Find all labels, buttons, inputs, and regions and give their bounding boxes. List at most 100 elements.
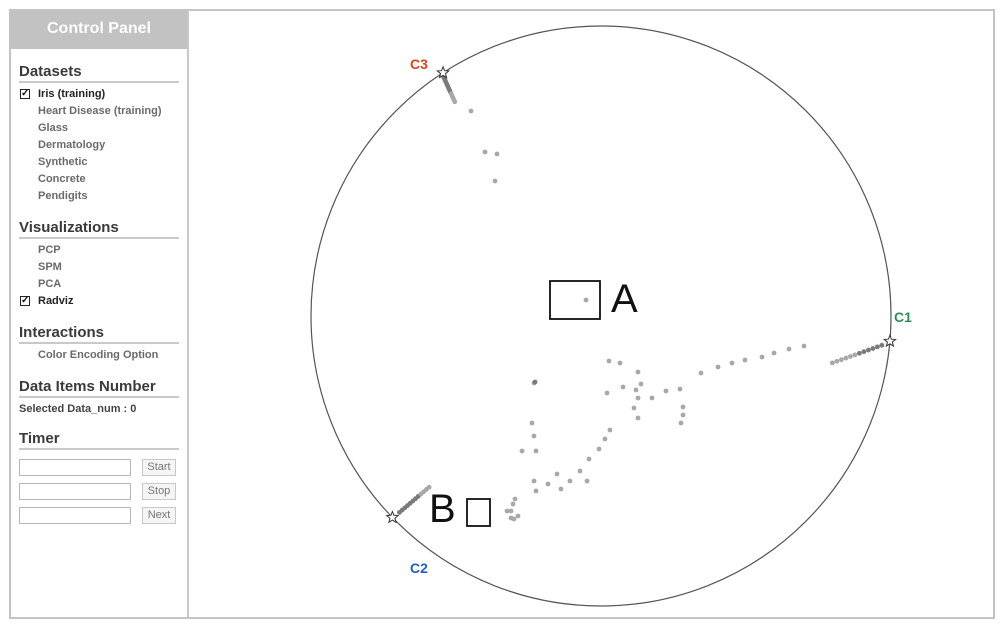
data-point <box>596 446 602 452</box>
annotation-label-b: B <box>429 487 456 531</box>
panel-title: Control Panel <box>11 11 187 49</box>
data-point <box>586 456 592 462</box>
anchor-label-c2: C2 <box>410 560 428 576</box>
data-point <box>759 354 765 360</box>
data-point <box>663 388 669 394</box>
anchor-c1[interactable]: C1 <box>882 309 912 348</box>
data-point <box>680 412 686 418</box>
data-point <box>847 354 853 359</box>
data-point <box>677 386 683 392</box>
stop-button[interactable]: Stop <box>142 483 176 500</box>
data-point <box>531 433 537 439</box>
data-point <box>545 481 551 487</box>
data-point <box>678 420 684 426</box>
data-point <box>533 488 539 494</box>
data-point <box>504 508 510 514</box>
data-point <box>635 369 641 375</box>
radviz-plot[interactable]: A B C1 C2 C3 <box>189 11 993 617</box>
timer-stop-input[interactable] <box>19 483 131 500</box>
data-point <box>771 350 777 356</box>
timer-next-input[interactable] <box>19 507 131 524</box>
data-point <box>510 501 516 507</box>
data-point <box>583 297 589 303</box>
visualizations-section: Visualizations PCP SPM PCA ✓ Radviz <box>19 219 179 310</box>
dataset-option-synthetic[interactable]: Synthetic <box>38 156 88 168</box>
selected-data-count: Selected Data_num : 0 <box>19 403 137 415</box>
data-point <box>635 395 641 401</box>
annotation-label-a: A <box>611 277 638 321</box>
data-point <box>607 427 613 433</box>
dataset-option-concrete[interactable]: Concrete <box>38 173 86 185</box>
data-point <box>604 390 610 396</box>
next-button[interactable]: Next <box>142 507 176 524</box>
data-point <box>529 420 535 426</box>
data-point <box>838 357 844 363</box>
data-items-header: Data Items Number <box>19 378 179 398</box>
visualizations-header: Visualizations <box>19 219 179 239</box>
viz-option-spm[interactable]: SPM <box>38 261 62 273</box>
data-point <box>852 352 858 358</box>
checkbox-checked-icon[interactable]: ✓ <box>20 295 30 306</box>
data-point <box>511 516 517 522</box>
data-point <box>638 381 644 387</box>
anchor-star-c1-icon[interactable] <box>882 333 897 348</box>
timer-header: Timer <box>19 430 179 450</box>
dataset-option-pendigits[interactable]: Pendigits <box>38 190 88 202</box>
data-items-section: Data Items Number Selected Data_num : 0 <box>19 378 179 415</box>
data-point <box>635 415 641 421</box>
checkbox-checked-icon[interactable]: ✓ <box>20 88 30 99</box>
data-point <box>843 355 849 361</box>
radviz-points <box>396 73 885 522</box>
data-point <box>729 360 735 366</box>
data-point <box>554 471 560 477</box>
annotation-a: A <box>549 277 638 321</box>
start-button[interactable]: Start <box>142 459 176 476</box>
data-point <box>829 360 835 366</box>
app-frame: Control Panel Datasets ✓ Iris (training) … <box>9 9 995 619</box>
anchor-star-c3-icon[interactable] <box>435 65 451 79</box>
data-point <box>468 108 474 114</box>
timer-row-stop: Stop <box>19 483 179 507</box>
control-panel: Control Panel Datasets ✓ Iris (training) … <box>11 11 189 617</box>
data-point <box>680 404 686 410</box>
data-point <box>698 370 704 376</box>
data-point <box>874 344 880 350</box>
data-point <box>834 358 840 364</box>
dataset-option-heart-disease[interactable]: Heart Disease (training) <box>38 105 162 117</box>
annotation-box-a <box>549 280 601 320</box>
anchor-c3[interactable]: C3 <box>410 56 451 79</box>
color-encoding-option[interactable]: Color Encoding Option <box>38 349 159 361</box>
data-point <box>865 347 871 353</box>
data-point <box>515 513 521 519</box>
timer-row-start: Start <box>19 459 179 483</box>
viz-option-pcp[interactable]: PCP <box>38 244 61 256</box>
viz-option-radviz[interactable]: ✓ Radviz <box>20 295 74 307</box>
data-point <box>856 350 862 356</box>
data-point <box>512 496 518 502</box>
dataset-option-iris[interactable]: ✓ Iris (training) <box>20 88 106 100</box>
data-point <box>508 508 514 514</box>
data-point <box>861 349 867 355</box>
interactions-header: Interactions <box>19 324 179 344</box>
data-point <box>531 478 537 484</box>
data-point <box>602 436 608 442</box>
dataset-option-dermatology[interactable]: Dermatology <box>38 139 106 151</box>
viz-option-pca[interactable]: PCA <box>38 278 62 290</box>
data-point <box>519 448 525 454</box>
data-point <box>633 387 639 393</box>
data-point <box>533 448 539 454</box>
annotation-b: B <box>429 487 491 531</box>
interactions-section: Interactions Color Encoding Option <box>19 324 179 364</box>
anchor-c2[interactable]: C2 <box>385 510 428 577</box>
data-point <box>482 149 488 155</box>
data-point <box>558 486 564 492</box>
data-point <box>879 342 885 348</box>
data-point <box>649 395 655 401</box>
dataset-option-glass[interactable]: Glass <box>38 122 68 134</box>
anchor-label-c1: C1 <box>894 309 912 325</box>
timer-row-next: Next <box>19 507 179 531</box>
data-point <box>742 357 748 363</box>
anchor-label-c3: C3 <box>410 56 428 72</box>
timer-start-input[interactable] <box>19 459 131 476</box>
anchor-star-c2-icon[interactable] <box>385 510 400 524</box>
